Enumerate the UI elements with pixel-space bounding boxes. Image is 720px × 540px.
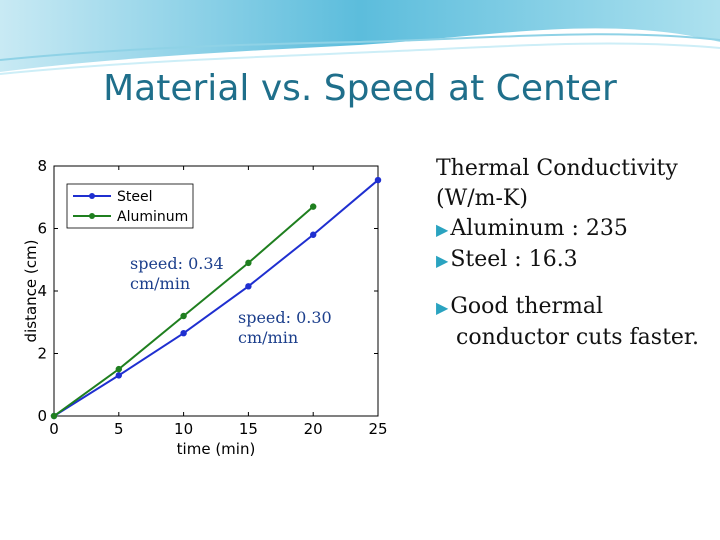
- data-point-steel: [374, 176, 382, 184]
- legend-box: [66, 183, 194, 229]
- steel-speed-annotation: speed: 0.30 cm/min: [238, 308, 332, 348]
- x-tick-label: 5: [114, 420, 124, 438]
- y-tick-label: 4: [37, 282, 47, 300]
- steel-speed-line2: cm/min: [238, 328, 299, 347]
- notes-heading-line2: (W/m-K): [436, 186, 528, 211]
- bullet-icon: ▶: [436, 298, 449, 317]
- x-tick-label: 15: [239, 420, 258, 438]
- x-axis-label: time (min): [177, 440, 256, 458]
- data-point-aluminum: [245, 259, 252, 267]
- x-tick-label: 0: [49, 420, 59, 438]
- data-point-steel: [245, 283, 252, 290]
- y-tick-label: 0: [37, 407, 47, 425]
- conclusion-line1: Good thermal: [450, 294, 604, 319]
- aluminum-speed-line1: speed: 0.34: [130, 254, 224, 273]
- chart-axes: 0 5 10 15 20 25 0 2 4 6 8 time (min) distance (cm): [22, 157, 388, 458]
- data-point-steel: [180, 329, 187, 337]
- aluminum-conductivity-item: ▶Aluminum : 235: [436, 214, 716, 245]
- x-tick-label: 20: [304, 420, 323, 438]
- y-tick-label: 6: [37, 220, 47, 238]
- notes-panel: Thermal Conductivity (W/m-K) ▶Aluminum :…: [436, 154, 716, 353]
- distance-time-chart: 0 5 10 15 20 25 0 2 4 6 8 time (min) distance (cm) S…: [22, 157, 388, 458]
- y-tick-label: 8: [37, 157, 47, 175]
- data-point-aluminum: [180, 312, 187, 320]
- aluminum-speed-line2: cm/min: [130, 274, 191, 293]
- y-tick-label: 2: [37, 345, 47, 363]
- legend-marker-aluminum: [89, 213, 95, 219]
- bullet-icon: ▶: [436, 220, 449, 239]
- data-point-steel: [115, 372, 123, 379]
- data-point-aluminum: [310, 203, 317, 210]
- bullet-icon: ▶: [436, 251, 449, 270]
- aluminum-conductivity-text: Aluminum : 235: [450, 216, 628, 241]
- x-tick-label: 25: [368, 420, 387, 438]
- chart-series: [50, 176, 382, 420]
- y-axis-label: distance (cm): [22, 240, 40, 343]
- steel-speed-line1: speed: 0.30: [238, 308, 332, 327]
- slide-title: Material vs. Speed at Center: [103, 68, 617, 109]
- legend-label-steel: Steel: [117, 189, 153, 205]
- conclusion-item: ▶Good thermal: [436, 292, 716, 323]
- steel-conductivity-item: ▶Steel : 16.3: [436, 245, 716, 276]
- data-point-steel: [310, 231, 317, 238]
- steel-conductivity-text: Steel : 16.3: [450, 247, 578, 272]
- notes-heading-line1: Thermal Conductivity: [436, 156, 678, 181]
- header-wave-decoration: [0, 0, 720, 75]
- data-point-aluminum: [50, 412, 58, 420]
- x-tick-label: 10: [174, 420, 193, 438]
- chart-legend: Steel Aluminum: [66, 183, 194, 229]
- conclusion-line2: conductor cuts faster.: [456, 325, 700, 350]
- data-point-aluminum: [115, 365, 123, 373]
- aluminum-speed-annotation: speed: 0.34 cm/min: [130, 254, 224, 294]
- legend-marker-steel: [89, 193, 95, 199]
- series-line-steel: [53, 179, 379, 417]
- legend-label-aluminum: Aluminum: [117, 209, 188, 225]
